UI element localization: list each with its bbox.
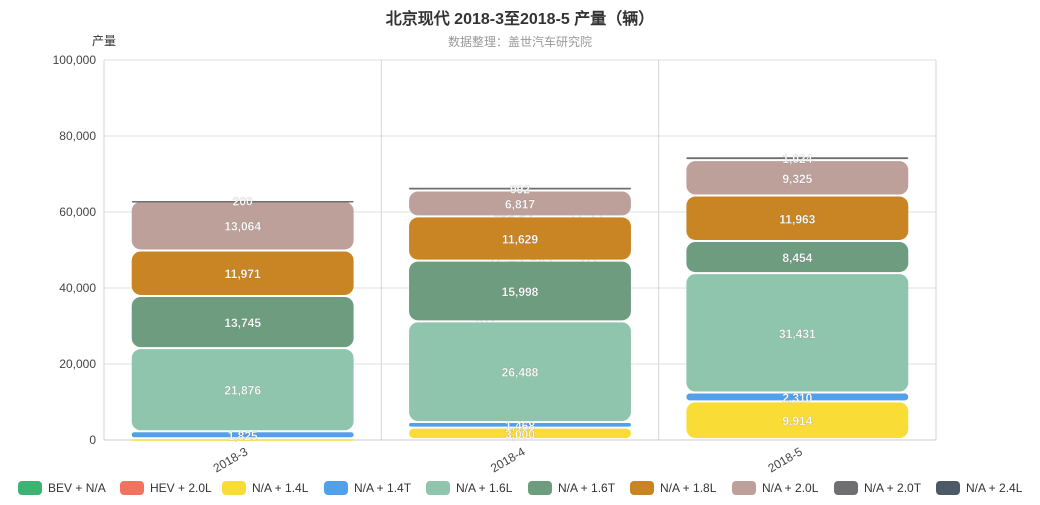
legend-swatch [528, 481, 552, 495]
data-label: 26,488 [502, 366, 539, 380]
bar-segment[interactable] [409, 187, 631, 190]
data-label: 11,629 [502, 232, 538, 246]
y-axis-tick-labels: 0 20,000 40,000 60,000 80,000 100,000 [53, 53, 97, 447]
data-label: 3,000 [505, 427, 535, 441]
data-label: 15,998 [502, 285, 539, 299]
data-label: 31,431 [779, 327, 816, 341]
legend-swatch [18, 481, 42, 495]
data-label: 13,064 [224, 220, 261, 234]
bar-segment[interactable] [131, 201, 354, 203]
legend-item[interactable]: N/A + 2.0T [834, 481, 922, 495]
legend-label: N/A + 1.6L [456, 481, 513, 495]
legend-swatch [834, 481, 858, 495]
bar-segment[interactable] [131, 201, 354, 250]
legend-swatch [222, 481, 246, 495]
x-tick-label: 2018-4 [488, 444, 528, 475]
legend-item[interactable]: HEV + 2.0L [120, 481, 212, 495]
chart-subtitle: 数据整理：盖世汽车研究院 [448, 34, 592, 49]
bar-segment[interactable] [686, 157, 909, 160]
bar-segment[interactable] [686, 196, 909, 240]
data-label: 13,745 [224, 316, 261, 330]
bar-segment[interactable] [686, 274, 909, 392]
data-label: 9,914 [782, 414, 812, 428]
legend-label: N/A + 1.6T [558, 481, 616, 495]
data-label: 21,876 [224, 384, 261, 398]
legend-label: N/A + 1.4T [354, 481, 412, 495]
legend-item[interactable]: BEV + N/A [18, 481, 106, 495]
data-label: 11,963 [779, 212, 815, 226]
data-label: 11,971 [225, 267, 261, 281]
legend-swatch [630, 481, 654, 495]
legend-label: N/A + 2.4L [966, 481, 1023, 495]
y-tick-label: 60,000 [59, 205, 96, 219]
legend-label: N/A + 1.8L [660, 481, 717, 495]
bar-segment[interactable] [409, 322, 631, 422]
data-label: 1,468 [505, 419, 535, 433]
legend-item[interactable]: N/A + 2.4L [936, 481, 1023, 495]
data-label: 1,825 [228, 429, 258, 443]
bar-segment[interactable] [686, 402, 909, 438]
bar-segment[interactable] [131, 432, 354, 438]
legend-swatch [426, 481, 450, 495]
legend-label: HEV + 2.0L [150, 481, 212, 495]
bar-segment[interactable] [686, 161, 909, 195]
bar-segment[interactable] [131, 349, 354, 431]
legend-item[interactable]: N/A + 1.8L [630, 481, 717, 495]
bar-segment[interactable] [409, 428, 631, 438]
y-tick-label: 0 [89, 433, 96, 447]
data-label: 992 [510, 183, 530, 197]
bars-group: 1,825 21,876 13,745 11,971 13,064 200 3,0001,4… [131, 152, 909, 443]
bar-segment[interactable] [409, 217, 631, 260]
legend-swatch [936, 481, 960, 495]
legend-label: BEV + N/A [48, 481, 106, 495]
x-tick-label: 2018-5 [765, 444, 805, 475]
y-tick-label: 100,000 [53, 53, 97, 67]
data-label: 6,817 [505, 197, 535, 211]
y-tick-label: 20,000 [59, 357, 96, 371]
legend-label: N/A + 1.4L [252, 481, 309, 495]
legend-swatch [120, 481, 144, 495]
data-label: 9,325 [782, 172, 812, 186]
x-axis-tick-labels: 2018-3 2018-4 2018-5 [211, 444, 805, 475]
bar-segment[interactable] [686, 393, 909, 401]
bar-segment[interactable] [409, 261, 631, 321]
y-tick-label: 80,000 [59, 129, 96, 143]
legend-item[interactable]: N/A + 1.6T [528, 481, 616, 495]
legend-item[interactable]: N/A + 1.6L [426, 481, 513, 495]
legend-item[interactable]: N/A + 2.0L [732, 481, 819, 495]
legend-swatch [324, 481, 348, 495]
bar-segment[interactable] [131, 296, 354, 348]
chart-title: 北京现代 2018-3至2018-5 产量（辆） [386, 9, 655, 28]
bar-segment[interactable] [409, 423, 631, 427]
data-label: 2,310 [782, 391, 812, 405]
legend-item[interactable]: N/A + 1.4L [222, 481, 309, 495]
y-tick-label: 40,000 [59, 281, 96, 295]
legend-swatch [732, 481, 756, 495]
legend[interactable]: BEV + N/A HEV + 2.0L N/A + 1.4L N/A + 1.4T N… [18, 481, 1023, 495]
legend-label: N/A + 2.0L [762, 481, 819, 495]
bar-segment[interactable] [131, 439, 354, 441]
bar-segment[interactable] [131, 251, 354, 295]
bar-segment[interactable] [409, 191, 631, 216]
data-label: 8,454 [782, 251, 812, 265]
data-label: 1,024 [782, 152, 812, 166]
bar-segment[interactable] [686, 241, 909, 273]
x-tick-label: 2018-3 [211, 444, 251, 475]
y-axis-title: 产量 [92, 34, 116, 48]
legend-item[interactable]: N/A + 1.4T [324, 481, 412, 495]
legend-label: N/A + 2.0T [864, 481, 922, 495]
data-label: 200 [233, 194, 253, 208]
